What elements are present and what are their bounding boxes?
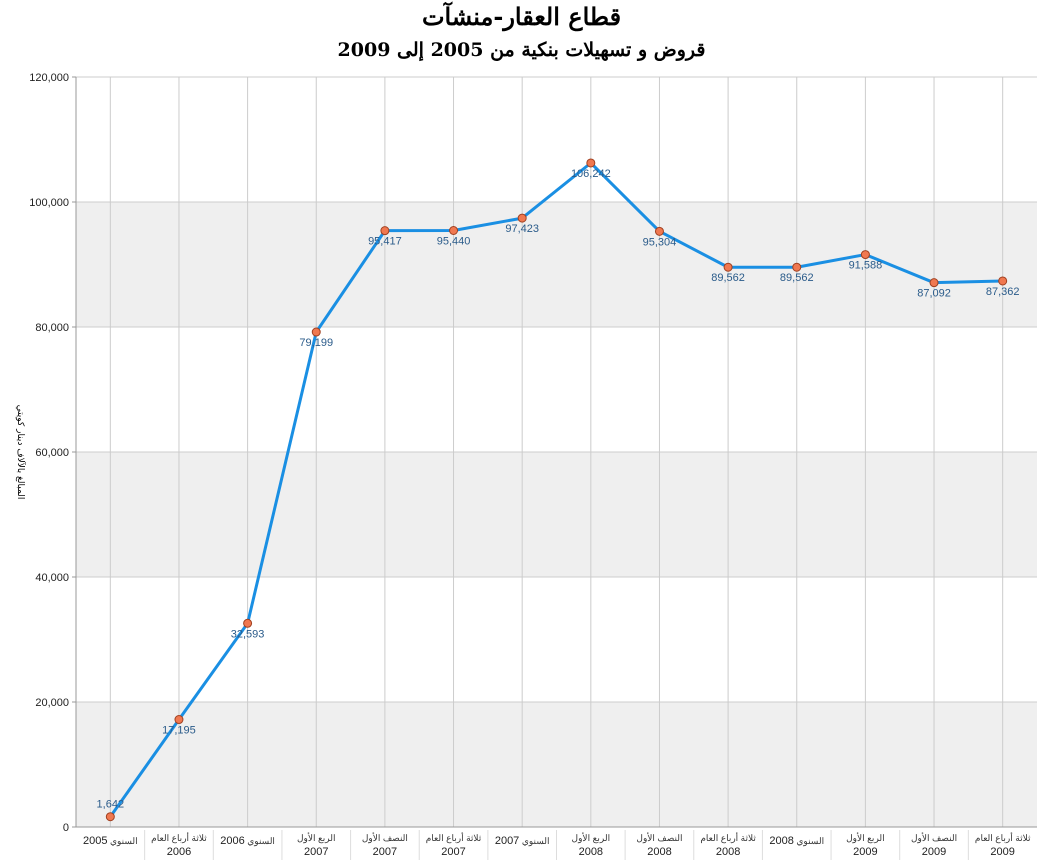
data-label: 91,588 bbox=[849, 260, 883, 272]
data-point[interactable] bbox=[311, 327, 321, 337]
data-label: 1,642 bbox=[97, 799, 125, 811]
y-tick-label: 0 bbox=[63, 822, 69, 834]
data-point[interactable] bbox=[174, 715, 184, 725]
x-tick-period-label: النصف الأول bbox=[362, 832, 408, 844]
x-tick-period-label: ثلاثة أرباع العام bbox=[151, 831, 207, 844]
data-point[interactable] bbox=[654, 226, 664, 236]
data-point[interactable] bbox=[243, 618, 253, 628]
background-band bbox=[76, 702, 1037, 827]
y-tick-label: 40,000 bbox=[35, 572, 69, 584]
x-tick-year-label: 2007 bbox=[304, 846, 328, 858]
data-label: 95,304 bbox=[643, 236, 677, 248]
background-band bbox=[76, 452, 1037, 577]
data-label: 106,242 bbox=[571, 168, 611, 180]
x-tick-year-label: 2007 bbox=[373, 846, 397, 858]
data-point[interactable] bbox=[929, 278, 939, 288]
background-bands bbox=[76, 202, 1037, 827]
x-tick-year-label: 2007 bbox=[441, 846, 465, 858]
y-tick-label: 60,000 bbox=[35, 447, 69, 459]
chart-subtitle: قروض و تسهيلات بنكية من 2005 إلى 2009 bbox=[337, 39, 706, 61]
x-tick-year-label: 2009 bbox=[990, 846, 1014, 858]
series-line-path bbox=[109, 161, 1003, 818]
data-point[interactable] bbox=[586, 158, 596, 168]
x-tick-year-label: 2006 bbox=[167, 846, 191, 858]
data-label: 95,417 bbox=[368, 236, 402, 248]
x-tick-label: السنوي 2006 bbox=[220, 835, 275, 847]
x-tick-year-label: 2008 bbox=[716, 846, 740, 858]
chart-title: قطاع العقار-منشآت bbox=[421, 2, 622, 31]
x-tick-label: السنوي 2008 bbox=[769, 835, 824, 847]
y-tick-label: 20,000 bbox=[35, 697, 69, 709]
series-line bbox=[109, 161, 1003, 818]
data-label: 97,423 bbox=[505, 223, 539, 235]
data-point[interactable] bbox=[380, 226, 390, 236]
data-point[interactable] bbox=[723, 262, 733, 272]
x-tick-year-label: 2009 bbox=[922, 846, 946, 858]
data-label: 89,562 bbox=[711, 272, 745, 284]
data-label: 79,199 bbox=[299, 337, 333, 349]
data-point[interactable] bbox=[860, 250, 870, 260]
data-point[interactable] bbox=[105, 812, 115, 822]
y-tick-label: 120,000 bbox=[29, 72, 69, 84]
x-tick-period-label: ثلاثة أرباع العام bbox=[975, 831, 1031, 844]
data-label: 89,562 bbox=[780, 272, 814, 284]
x-tick-period-label: ثلاثة أرباع العام bbox=[426, 831, 482, 844]
series-markers bbox=[105, 158, 1008, 822]
x-tick-year-label: 2008 bbox=[579, 846, 603, 858]
y-tick-label: 80,000 bbox=[35, 322, 69, 334]
data-label: 17,195 bbox=[162, 725, 196, 737]
x-tick-period-label: النصف الأول bbox=[636, 832, 682, 844]
data-point[interactable] bbox=[449, 226, 459, 235]
data-point[interactable] bbox=[998, 276, 1008, 286]
background-band bbox=[76, 202, 1037, 327]
x-axis-ticks: السنوي 2005 ثلاثة أرباع العام 2006 السنوي 2… bbox=[83, 830, 1031, 860]
y-axis-ticks: 0 20,000 40,000 60,000 80,000 100,000 120,000 bbox=[29, 72, 76, 834]
y-tick-label: 100,000 bbox=[29, 197, 69, 209]
x-tick-year-label: 2009 bbox=[853, 846, 877, 858]
data-label: 32,593 bbox=[231, 628, 265, 640]
data-label: 95,440 bbox=[437, 236, 471, 248]
data-label: 87,362 bbox=[986, 286, 1020, 298]
x-tick-period-label: الربع الأول bbox=[572, 832, 611, 844]
x-tick-period-label: ثلاثة أرباع العام bbox=[700, 831, 756, 844]
x-tick-label: السنوي 2007 bbox=[495, 835, 550, 847]
x-tick-period-label: النصف الأول bbox=[911, 832, 957, 844]
data-point[interactable] bbox=[792, 262, 802, 272]
data-label: 87,092 bbox=[917, 288, 951, 300]
x-tick-period-label: الربع الأول bbox=[297, 832, 336, 844]
x-tick-label: السنوي 2005 bbox=[83, 835, 138, 847]
x-tick-year-label: 2008 bbox=[647, 846, 671, 858]
x-tick-period-label: الربع الأول bbox=[846, 832, 885, 844]
data-point[interactable] bbox=[517, 213, 527, 223]
y-axis-label: المبالغ بالآلاف دينار كويتي bbox=[15, 405, 27, 500]
data-labels: 1,642 17,195 32,593 79,199 95,417 95,440 97,42… bbox=[97, 168, 1020, 811]
